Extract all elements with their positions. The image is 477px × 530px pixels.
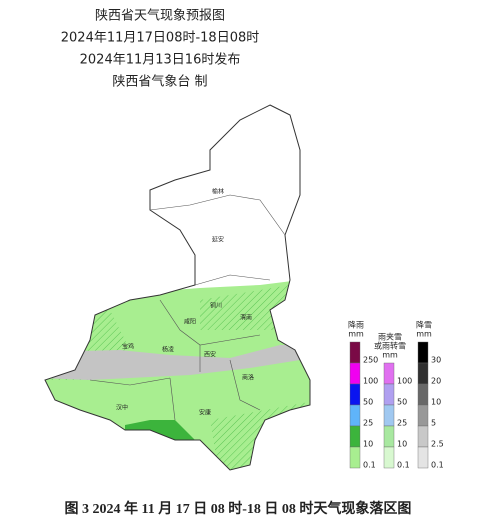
legend-swatch	[349, 362, 361, 385]
legend-swatch	[349, 341, 361, 364]
legend-label: 0.1	[397, 461, 410, 470]
legend-swatch	[383, 425, 395, 448]
legend-title: 雨夹雪	[378, 332, 402, 342]
map-issuer: 陕西省气象台 制	[112, 74, 207, 90]
legend-swatch	[383, 383, 395, 406]
city-label: 咸阳	[184, 318, 196, 326]
legend: 降雨mm2501005025100.1雨夹雪或雨转雪mm1005025100.1…	[348, 320, 444, 470]
city-label: 杨凌	[162, 346, 174, 354]
legend-swatch	[417, 425, 429, 448]
legend-label: 25	[363, 419, 373, 428]
city-label: 西安	[204, 351, 216, 359]
legend-swatch	[417, 404, 429, 427]
city-label: 铜川	[210, 302, 222, 310]
caption: 图 3 2024 年 11 月 17 日 08 时-18 日 08 时天气现象落…	[65, 500, 412, 517]
city-label: 商洛	[242, 374, 254, 382]
city-label: 宝鸡	[122, 343, 134, 351]
map-title: 陕西省天气现象预报图	[95, 8, 225, 24]
legend-swatch	[383, 362, 395, 385]
legend-title: mm	[348, 330, 364, 339]
legend-swatch	[417, 446, 429, 469]
legend-label: 250	[363, 356, 378, 365]
legend-label: 0.1	[431, 461, 444, 470]
legend-label: 100	[397, 377, 412, 386]
legend-swatch	[349, 404, 361, 427]
legend-title: 降雪	[416, 320, 432, 330]
legend-swatch	[349, 383, 361, 406]
city-label: 汉中	[116, 404, 128, 412]
legend-label: 50	[397, 398, 407, 407]
city-label: 延安	[212, 236, 224, 244]
city-label: 榆林	[212, 188, 224, 196]
legend-title: mm	[416, 330, 432, 339]
city-label: 安康	[199, 409, 211, 417]
legend-swatch	[417, 341, 429, 364]
legend-swatch	[349, 446, 361, 469]
legend-label: 25	[397, 419, 407, 428]
legend-label: 0.1	[363, 461, 376, 470]
map-period: 2024年11月17日08时-18日08时	[61, 31, 260, 46]
province-border	[44, 104, 311, 471]
legend-label: 50	[363, 398, 373, 407]
legend-label: 10	[397, 440, 407, 449]
legend-label: 20	[431, 377, 441, 386]
city-label: 渭南	[240, 314, 252, 322]
legend-swatch	[383, 404, 395, 427]
legend-label: 10	[431, 398, 441, 407]
legend-label: 100	[363, 377, 378, 386]
legend-label: 2.5	[431, 440, 444, 449]
legend-swatch	[349, 425, 361, 448]
legend-title: mm	[382, 351, 398, 360]
legend-swatch	[383, 446, 395, 469]
legend-label: 10	[363, 440, 373, 449]
district-border	[89, 194, 286, 421]
legend-label: 30	[431, 356, 441, 365]
legend-title: 降雨	[348, 320, 364, 330]
legend-swatch	[417, 383, 429, 406]
map-issued: 2024年11月13日16时发布	[80, 52, 241, 68]
legend-label: 5	[431, 419, 436, 428]
legend-swatch	[417, 362, 429, 385]
legend-title: 或雨转雪	[374, 341, 406, 351]
